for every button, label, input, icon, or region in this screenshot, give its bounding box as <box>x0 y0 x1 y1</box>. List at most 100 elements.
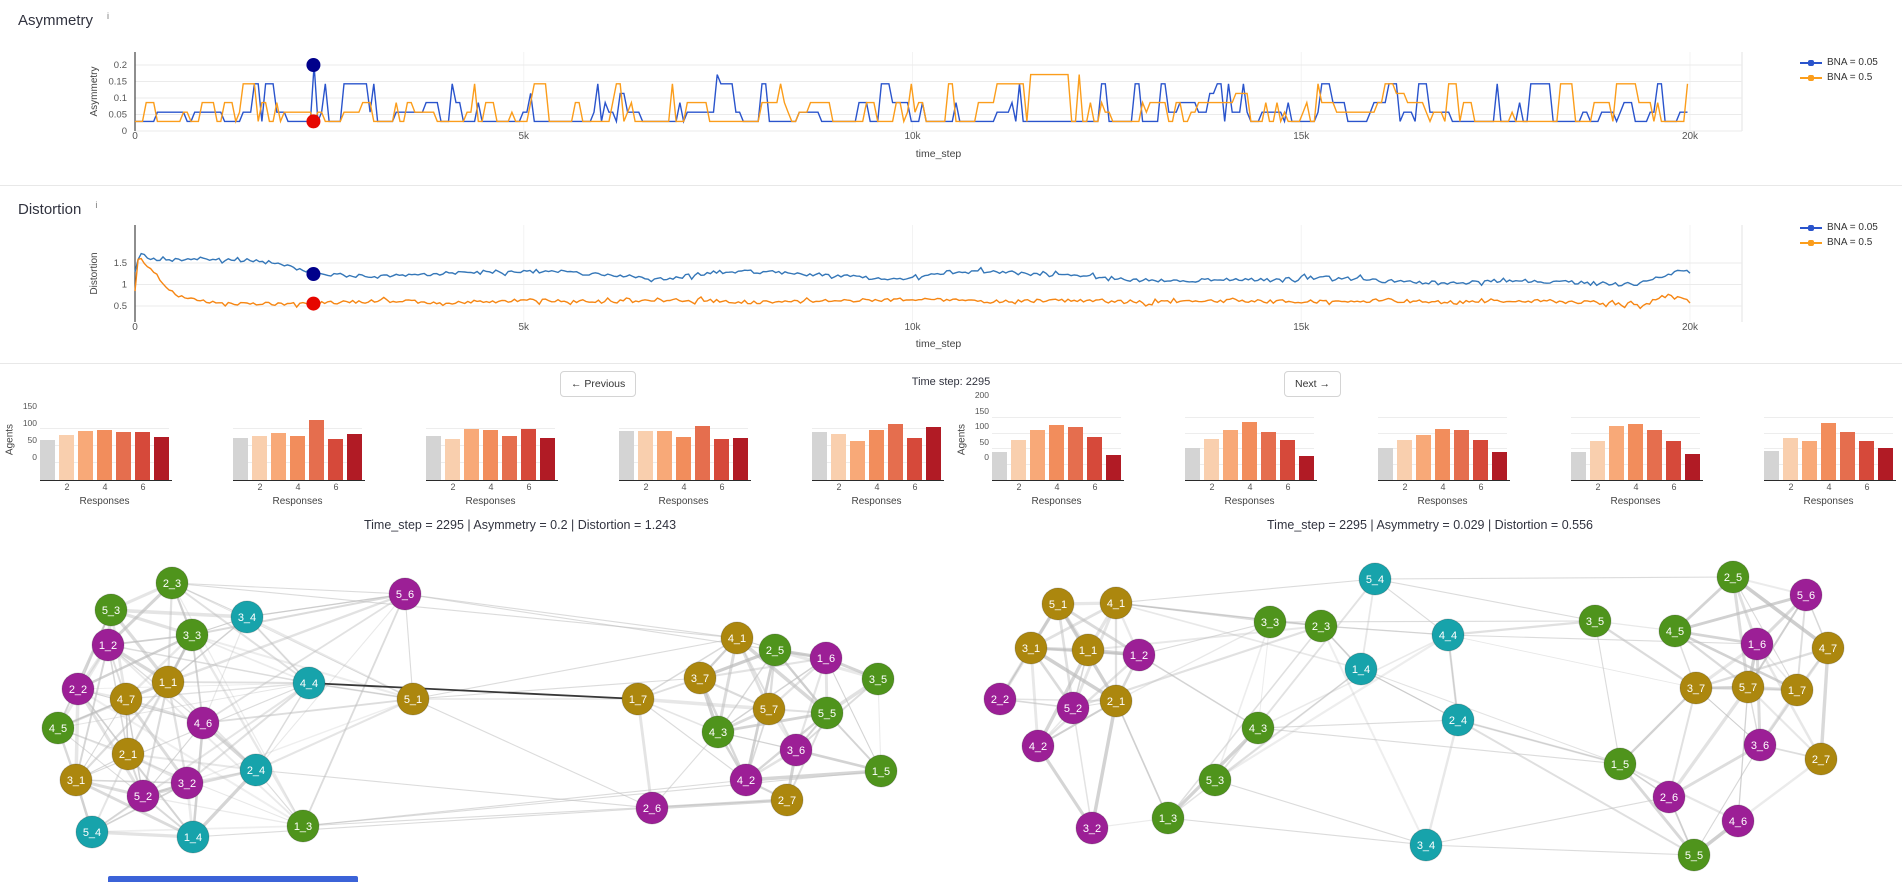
network-node[interactable] <box>621 682 655 716</box>
network-node[interactable] <box>810 696 844 730</box>
network-node[interactable] <box>1358 562 1392 596</box>
bar[interactable] <box>1859 441 1874 480</box>
bar[interactable] <box>1030 430 1045 480</box>
network-node[interactable] <box>861 662 895 696</box>
network-node[interactable] <box>720 621 754 655</box>
asymmetry-info-icon[interactable]: i <box>107 11 109 21</box>
bar[interactable] <box>1878 447 1893 480</box>
bar[interactable] <box>869 430 884 480</box>
network-node[interactable] <box>94 593 128 627</box>
network-node[interactable] <box>1075 811 1109 845</box>
bar[interactable] <box>1416 435 1431 480</box>
network-node[interactable] <box>1021 729 1055 763</box>
network-node[interactable] <box>1056 691 1090 725</box>
network-node[interactable] <box>701 715 735 749</box>
bar[interactable] <box>1764 450 1779 480</box>
bar[interactable] <box>1242 422 1257 480</box>
bar[interactable] <box>1299 456 1314 480</box>
bar[interactable] <box>154 437 169 480</box>
network-node[interactable] <box>809 641 843 675</box>
network-node[interactable] <box>1122 638 1156 672</box>
network-node[interactable] <box>1431 618 1465 652</box>
network-node[interactable] <box>1344 652 1378 686</box>
bar[interactable] <box>521 429 536 480</box>
selected-point-marker[interactable] <box>306 267 321 282</box>
bar[interactable] <box>1821 422 1836 480</box>
network-node[interactable] <box>1731 670 1765 704</box>
network-node[interactable] <box>230 600 264 634</box>
asymmetry-chart[interactable]: 0.2 0.15 0.1 0.05 0 0 5k 10k 15k 20k time_step Asym… <box>0 40 1902 165</box>
bar[interactable] <box>733 437 748 480</box>
selected-point-marker[interactable] <box>306 296 321 311</box>
bar[interactable] <box>252 436 267 480</box>
bar[interactable] <box>1049 425 1064 480</box>
bar[interactable] <box>502 436 517 480</box>
network-node[interactable] <box>1099 684 1133 718</box>
bar[interactable] <box>116 432 131 480</box>
bar[interactable] <box>464 429 479 480</box>
network-graphs[interactable]: 2_3 5_3 3_4 3_3 1_2 5_6 2_2 1_1 4_7 4_4 5_1 4_5 4_6 2… <box>0 535 1902 882</box>
bar[interactable] <box>97 430 112 480</box>
network-node[interactable] <box>1151 801 1185 835</box>
bar[interactable] <box>907 438 922 480</box>
bar[interactable] <box>1783 438 1798 480</box>
network-node[interactable] <box>1804 742 1838 776</box>
bar[interactable] <box>271 432 286 480</box>
network-node[interactable] <box>176 820 210 854</box>
bar[interactable] <box>328 439 343 480</box>
network-node[interactable] <box>111 737 145 771</box>
bar[interactable] <box>1647 430 1662 480</box>
network-node[interactable] <box>1071 633 1105 667</box>
network-node[interactable] <box>635 791 669 825</box>
network-node[interactable] <box>758 633 792 667</box>
distortion-info-icon[interactable]: i <box>95 200 98 210</box>
bar[interactable] <box>657 431 672 480</box>
network-node[interactable] <box>1716 560 1750 594</box>
previous-button[interactable]: ← Previous <box>560 371 637 397</box>
network-node[interactable] <box>151 665 185 699</box>
bar[interactable] <box>1666 441 1681 480</box>
bar[interactable] <box>1378 447 1393 480</box>
network-node[interactable] <box>126 779 160 813</box>
network-node[interactable] <box>91 628 125 662</box>
network-node[interactable] <box>388 577 422 611</box>
bar[interactable] <box>926 427 941 480</box>
network-node[interactable] <box>779 733 813 767</box>
selected-point-marker[interactable] <box>306 58 321 72</box>
network-node[interactable] <box>1441 703 1475 737</box>
network-node[interactable] <box>1041 587 1075 621</box>
network-node[interactable] <box>396 682 430 716</box>
bar[interactable] <box>40 439 55 480</box>
bar[interactable] <box>1261 431 1276 480</box>
network-node[interactable] <box>61 672 95 706</box>
bar[interactable] <box>59 435 74 480</box>
network-node[interactable] <box>1304 609 1338 643</box>
network-node[interactable] <box>1652 780 1686 814</box>
bar[interactable] <box>638 431 653 480</box>
network-node[interactable] <box>983 682 1017 716</box>
bar[interactable] <box>812 432 827 480</box>
network-node[interactable] <box>1811 631 1845 665</box>
network-node[interactable] <box>1198 763 1232 797</box>
network-node[interactable] <box>1740 627 1774 661</box>
network-node[interactable] <box>683 661 717 695</box>
bar[interactable] <box>1840 432 1855 480</box>
selected-point-marker[interactable] <box>306 114 321 129</box>
bar[interactable] <box>309 419 324 480</box>
bar[interactable] <box>1609 425 1624 480</box>
network-node[interactable] <box>1780 673 1814 707</box>
bar[interactable] <box>1280 439 1295 480</box>
network-node[interactable] <box>292 666 326 700</box>
network-node[interactable] <box>1014 631 1048 665</box>
bar[interactable] <box>714 438 729 480</box>
network-node[interactable] <box>286 809 320 843</box>
bar[interactable] <box>445 438 460 480</box>
next-button[interactable]: Next → <box>1284 371 1342 397</box>
network-node[interactable] <box>1603 747 1637 781</box>
bar[interactable] <box>1011 440 1026 480</box>
network-node[interactable] <box>1578 604 1612 638</box>
bar[interactable] <box>1435 428 1450 480</box>
bar[interactable] <box>1223 429 1238 480</box>
bar[interactable] <box>347 433 362 480</box>
network-node[interactable] <box>1099 586 1133 620</box>
